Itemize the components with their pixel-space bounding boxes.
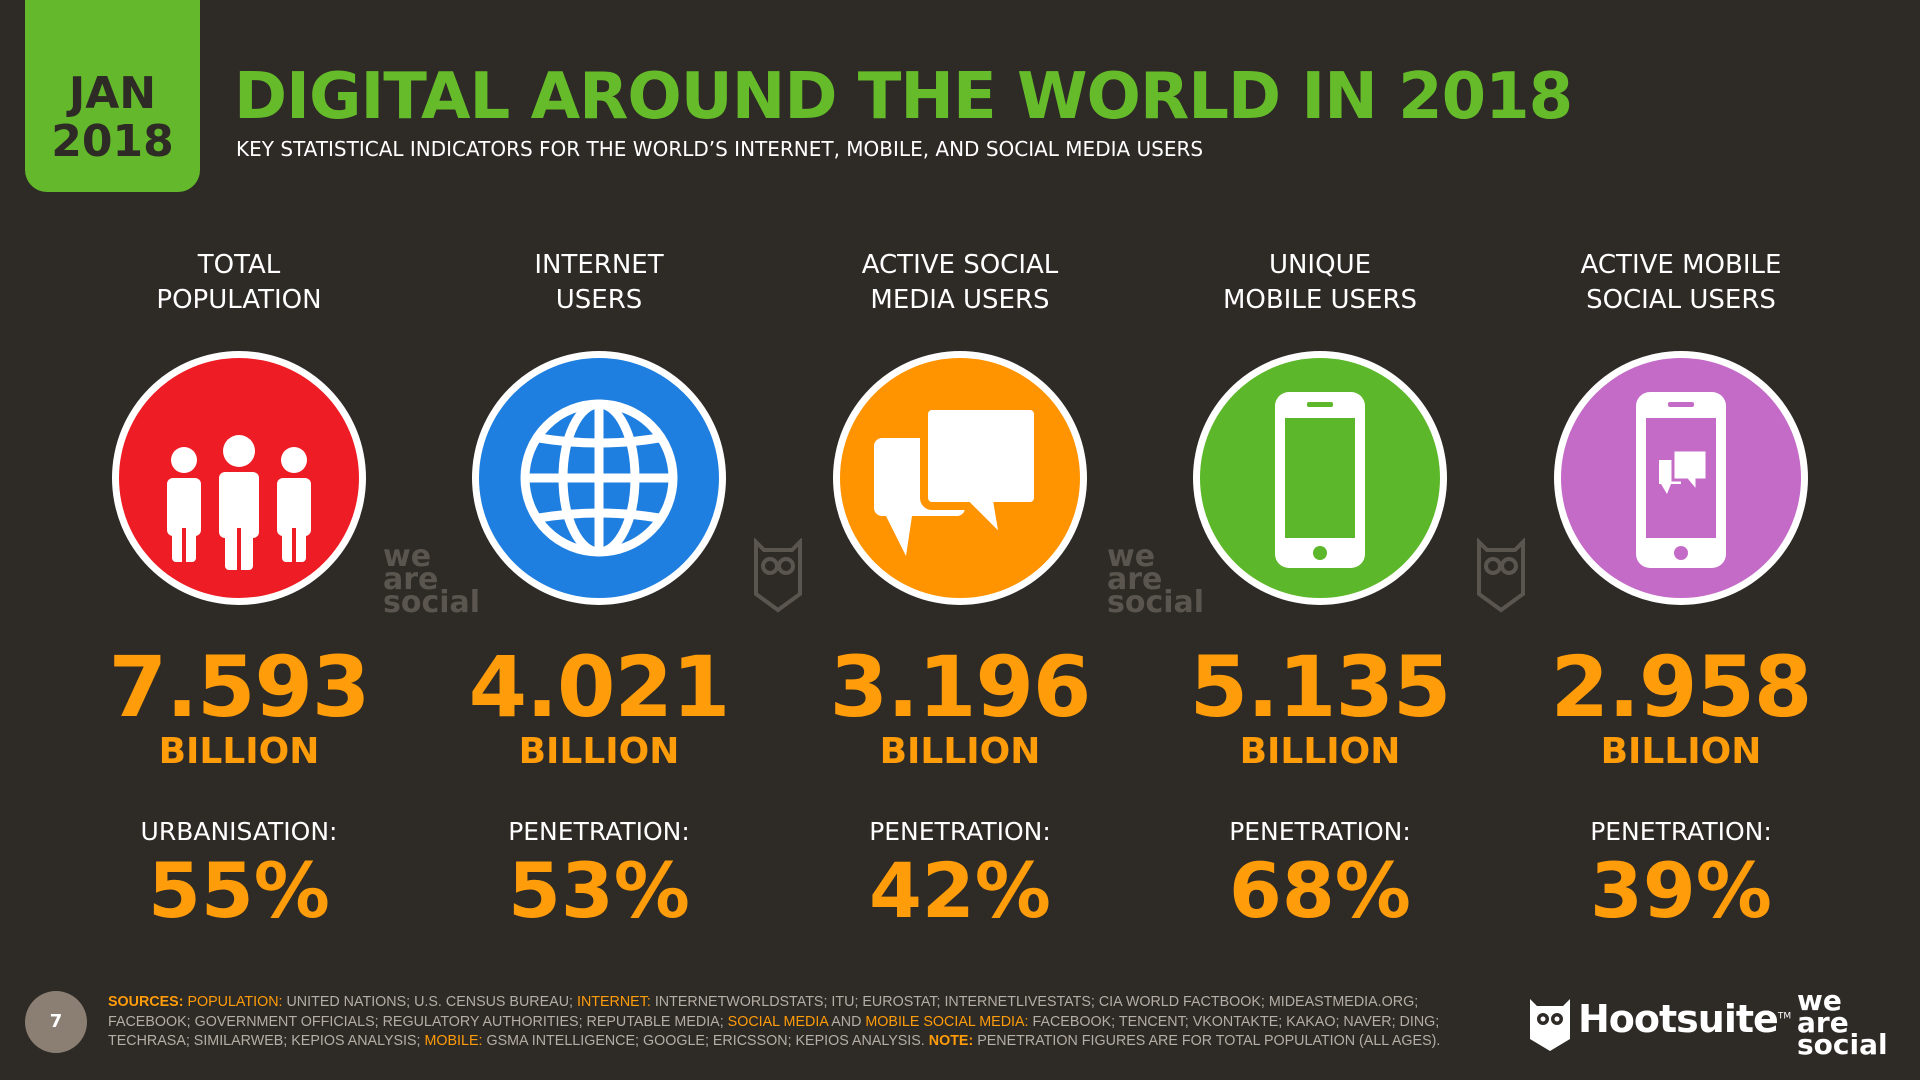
source-segment: UNITED NATIONS; U.S. CENSUS BUREAU; bbox=[286, 994, 577, 1010]
owl-watermark bbox=[1477, 538, 1525, 613]
metric-label: PENETRATION: bbox=[508, 817, 690, 846]
stat-label-line: ACTIVE MOBILE bbox=[1580, 250, 1782, 280]
logo-word: we bbox=[1797, 984, 1842, 1017]
stat-label-line: INTERNET bbox=[534, 250, 664, 280]
date-badge: JAN 2018 bbox=[25, 0, 200, 192]
logo-word: social bbox=[1797, 1028, 1888, 1061]
source-segment: MOBILE: bbox=[424, 1033, 487, 1049]
sources: SOURCES: POPULATION: UNITED NATIONS; U.S… bbox=[108, 993, 1463, 1052]
source-segment: AND bbox=[828, 1013, 866, 1030]
stat-icon bbox=[472, 351, 726, 605]
hootsuite-owl bbox=[1530, 999, 1570, 1051]
source-segment: INTERNETWORLDSTATS; ITU; EUROSTAT; INTER… bbox=[108, 994, 1419, 1030]
metric-value: 39% bbox=[1590, 846, 1772, 935]
metric-value: 42% bbox=[869, 846, 1051, 935]
source-segment: SOURCES: bbox=[108, 994, 188, 1010]
watermark-word: we bbox=[1107, 539, 1156, 574]
title: DIGITAL AROUND THE WORLD IN 2018 bbox=[234, 60, 1573, 134]
stat-label-line: SOCIAL USERS bbox=[1586, 285, 1776, 315]
source-segment: MOBILE SOCIAL MEDIA: bbox=[865, 1013, 1033, 1030]
watermark-word: we bbox=[383, 539, 432, 574]
logo-word: are bbox=[1797, 1006, 1849, 1039]
stat-label: INTERNET USERS bbox=[429, 248, 769, 318]
stat-value: 4.021 bbox=[468, 638, 731, 736]
stat-unit: BILLION bbox=[879, 731, 1041, 772]
metric-value: 68% bbox=[1229, 846, 1411, 935]
stat-icon bbox=[1193, 351, 1447, 605]
stat-label-line: ACTIVE SOCIAL bbox=[861, 250, 1059, 280]
metric-value: 53% bbox=[508, 846, 690, 935]
source-segment: POPULATION: bbox=[187, 994, 287, 1010]
source-segment: INTERNET: bbox=[576, 994, 655, 1010]
stat-label-line: TOTAL bbox=[197, 250, 281, 280]
source-segment: GSMA INTELLIGENCE; GOOGLE; ERICSSON; KEP… bbox=[486, 1033, 929, 1049]
stat-label-line: POPULATION bbox=[156, 285, 322, 315]
source-segment: FACEBOOK; TENCENT; VKONTAKTE; KAKAO; NAV… bbox=[108, 1013, 1440, 1050]
trademark: TM bbox=[1777, 1011, 1792, 1022]
stat-label: ACTIVE MOBILE SOCIAL USERS bbox=[1511, 248, 1851, 318]
badge-year: 2018 bbox=[51, 116, 174, 167]
stat-label: TOTAL POPULATION bbox=[69, 248, 409, 318]
metric-label: PENETRATION: bbox=[1229, 817, 1411, 846]
we-are-social-logo: we are social bbox=[1797, 984, 1888, 1061]
metric-value: 55% bbox=[148, 846, 330, 935]
stat-icon bbox=[112, 351, 366, 605]
owl-watermark bbox=[754, 538, 802, 613]
source-segment: NOTE: bbox=[928, 1033, 978, 1049]
watermark-word: are bbox=[1107, 562, 1163, 597]
source-segment: PENETRATION FIGURES ARE FOR TOTAL POPULA… bbox=[977, 1033, 1441, 1049]
metric-label: URBANISATION: bbox=[140, 817, 338, 846]
stat-value: 3.196 bbox=[829, 638, 1092, 736]
hootsuite-name: Hootsuite bbox=[1578, 997, 1779, 1041]
metric-label: PENETRATION: bbox=[869, 817, 1051, 846]
metric-label: PENETRATION: bbox=[1590, 817, 1772, 846]
stat-label-line: MOBILE USERS bbox=[1222, 285, 1418, 315]
stat-value: 7.593 bbox=[108, 638, 371, 736]
source-segment: SOCIAL MEDIA bbox=[727, 1013, 829, 1030]
stat-label-line: UNIQUE bbox=[1268, 250, 1372, 280]
subtitle: KEY STATISTICAL INDICATORS FOR THE WORLD… bbox=[236, 137, 1204, 161]
stat-icon bbox=[833, 351, 1087, 605]
watermark-word: are bbox=[383, 562, 439, 597]
watermark: we are social bbox=[1107, 539, 1205, 620]
stat-unit: BILLION bbox=[518, 731, 680, 772]
stat-label: ACTIVE SOCIAL MEDIA USERS bbox=[790, 248, 1130, 318]
badge-month: JAN bbox=[68, 68, 157, 119]
stat-unit: BILLION bbox=[1239, 731, 1401, 772]
stat-unit: BILLION bbox=[158, 731, 320, 772]
stat-label: UNIQUE MOBILE USERS bbox=[1150, 248, 1490, 318]
stat-value: 2.958 bbox=[1550, 638, 1813, 736]
page-number: 7 bbox=[25, 991, 87, 1053]
stat-label-line: MEDIA USERS bbox=[870, 285, 1050, 315]
hootsuite-logo: HootsuiteTM bbox=[1578, 997, 1791, 1041]
watermark-word: social bbox=[1107, 585, 1205, 620]
watermark-word: social bbox=[383, 585, 481, 620]
stat-icon bbox=[1554, 351, 1808, 605]
stat-unit: BILLION bbox=[1600, 731, 1762, 772]
stat-value: 5.135 bbox=[1189, 638, 1452, 736]
stat-label-line: USERS bbox=[555, 285, 643, 315]
watermark: we are social bbox=[383, 539, 481, 620]
